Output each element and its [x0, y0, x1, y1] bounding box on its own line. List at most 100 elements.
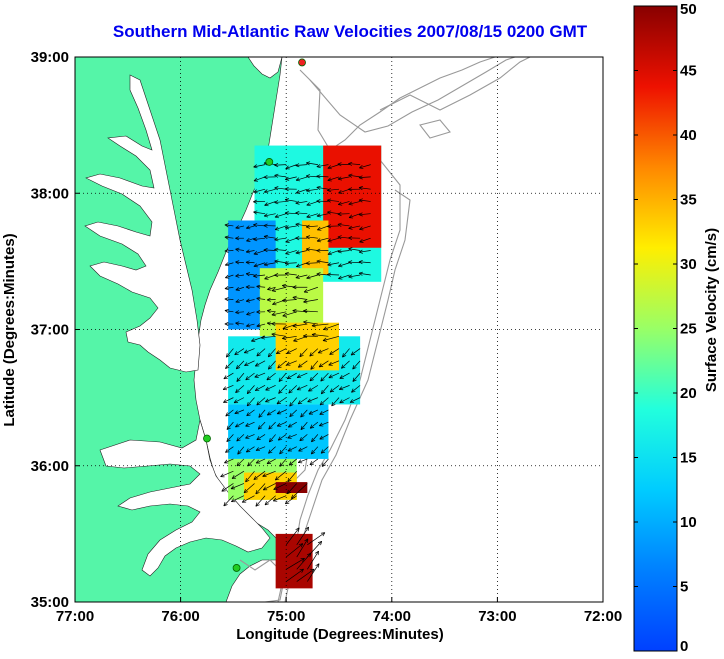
velocity-vector-head [224, 235, 229, 238]
velocity-vector [235, 286, 245, 291]
velocity-vector-head [267, 352, 270, 357]
velocity-vector-head [296, 374, 301, 378]
velocity-vector-head [282, 338, 287, 341]
velocity-vector [235, 225, 245, 229]
velocity-vector-head [233, 399, 237, 403]
velocity-vector [299, 434, 308, 442]
velocity-vector-head [306, 248, 310, 252]
velocity-vector-head [327, 190, 332, 193]
velocity-vector-head [223, 504, 228, 507]
velocity-vector-head [236, 437, 239, 442]
velocity-vector [246, 446, 255, 453]
velocity-vector-head [316, 166, 321, 169]
velocity-vector-head [284, 261, 289, 264]
velocity-vector-head [263, 262, 268, 266]
velocity-vector [255, 495, 266, 507]
velocity-vector [223, 495, 234, 507]
velocity-vector [268, 446, 276, 454]
velocity-vector [285, 250, 297, 255]
velocity-vector-head [263, 248, 268, 251]
velocity-vector [319, 409, 329, 415]
velocity-vector-head [285, 179, 290, 181]
velocity-vector-head [262, 473, 266, 477]
velocity-vector-head [292, 285, 297, 288]
velocity-vector [338, 188, 350, 194]
velocity-vector-head [287, 479, 292, 483]
velocity-vector-head [268, 367, 273, 370]
velocity-vector [287, 446, 297, 452]
velocity-vector [226, 434, 234, 442]
velocity-vector-head [264, 501, 267, 505]
colorbar-tick-label: 15 [680, 450, 697, 467]
velocity-vector [277, 360, 287, 369]
y-tick-label: 36:00 [31, 458, 69, 475]
velocity-vector-head [292, 297, 297, 300]
velocity-vector [327, 176, 340, 181]
velocity-vector [253, 176, 266, 182]
velocity-vector [223, 397, 234, 403]
velocity-vector-head [235, 388, 238, 393]
velocity-vector-head [282, 325, 286, 330]
velocity-vector-head [351, 388, 354, 393]
velocity-vector-head [234, 351, 238, 355]
velocity-vector [274, 174, 287, 178]
velocity-vector [306, 236, 318, 239]
velocity-vector-head [348, 214, 353, 218]
velocity-vector [275, 470, 287, 481]
velocity-vector [244, 360, 255, 366]
velocity-vector-head [263, 176, 268, 180]
velocity-vector-head [277, 364, 280, 369]
velocity-vector-head [297, 459, 302, 463]
velocity-vector [279, 458, 287, 467]
velocity-vector [245, 434, 255, 439]
velocity-region [323, 145, 382, 248]
velocity-vector [296, 262, 308, 268]
chesapeake-bay [84, 74, 201, 373]
velocity-vector-head [276, 410, 281, 414]
velocity-vector [264, 262, 276, 266]
velocity-vector [307, 397, 319, 403]
velocity-vector-head [235, 391, 240, 393]
velocity-vector-head [282, 283, 287, 286]
velocity-vector [287, 483, 298, 494]
velocity-vector-head [309, 463, 314, 466]
velocity-vector-head [341, 364, 344, 369]
velocity-vector-head [348, 228, 353, 230]
velocity-vector [303, 310, 318, 313]
velocity-vector [253, 211, 266, 215]
velocity-vector-head [255, 362, 258, 367]
velocity-vector-head [318, 363, 322, 368]
velocity-vector [359, 237, 371, 243]
velocity-vector-head [348, 161, 353, 164]
velocity-vector [255, 360, 266, 367]
velocity-vector [285, 225, 297, 229]
velocity-vector-head [285, 502, 290, 505]
velocity-vector-head [243, 488, 246, 493]
velocity-vector-head [274, 163, 279, 166]
velocity-vector-head [309, 424, 313, 429]
velocity-vector-head [298, 527, 300, 532]
velocity-vector-head [224, 236, 229, 240]
velocity-vector-head [224, 459, 228, 464]
velocity-vector [282, 335, 297, 339]
velocity-vector-head [224, 308, 229, 311]
velocity-vector-head [225, 264, 230, 267]
velocity-vector-head [253, 223, 258, 226]
velocity-vector [289, 397, 298, 407]
velocity-vector-head [253, 201, 258, 204]
velocity-vector-head [266, 322, 271, 326]
velocity-vector [303, 299, 318, 303]
velocity-vector [286, 558, 305, 570]
velocity-vector [298, 360, 308, 368]
velocity-vector [277, 421, 287, 427]
velocity-vector-head [274, 187, 279, 191]
velocity-vector-head [316, 240, 322, 243]
velocity-vector [264, 188, 276, 193]
velocity-vector-head [327, 180, 332, 182]
velocity-vector-head [274, 259, 279, 262]
velocity-vector [317, 225, 329, 231]
velocity-vector [230, 483, 245, 490]
velocity-vector-head [327, 188, 331, 191]
velocity-vector-head [272, 497, 277, 502]
velocity-vector [352, 372, 361, 382]
